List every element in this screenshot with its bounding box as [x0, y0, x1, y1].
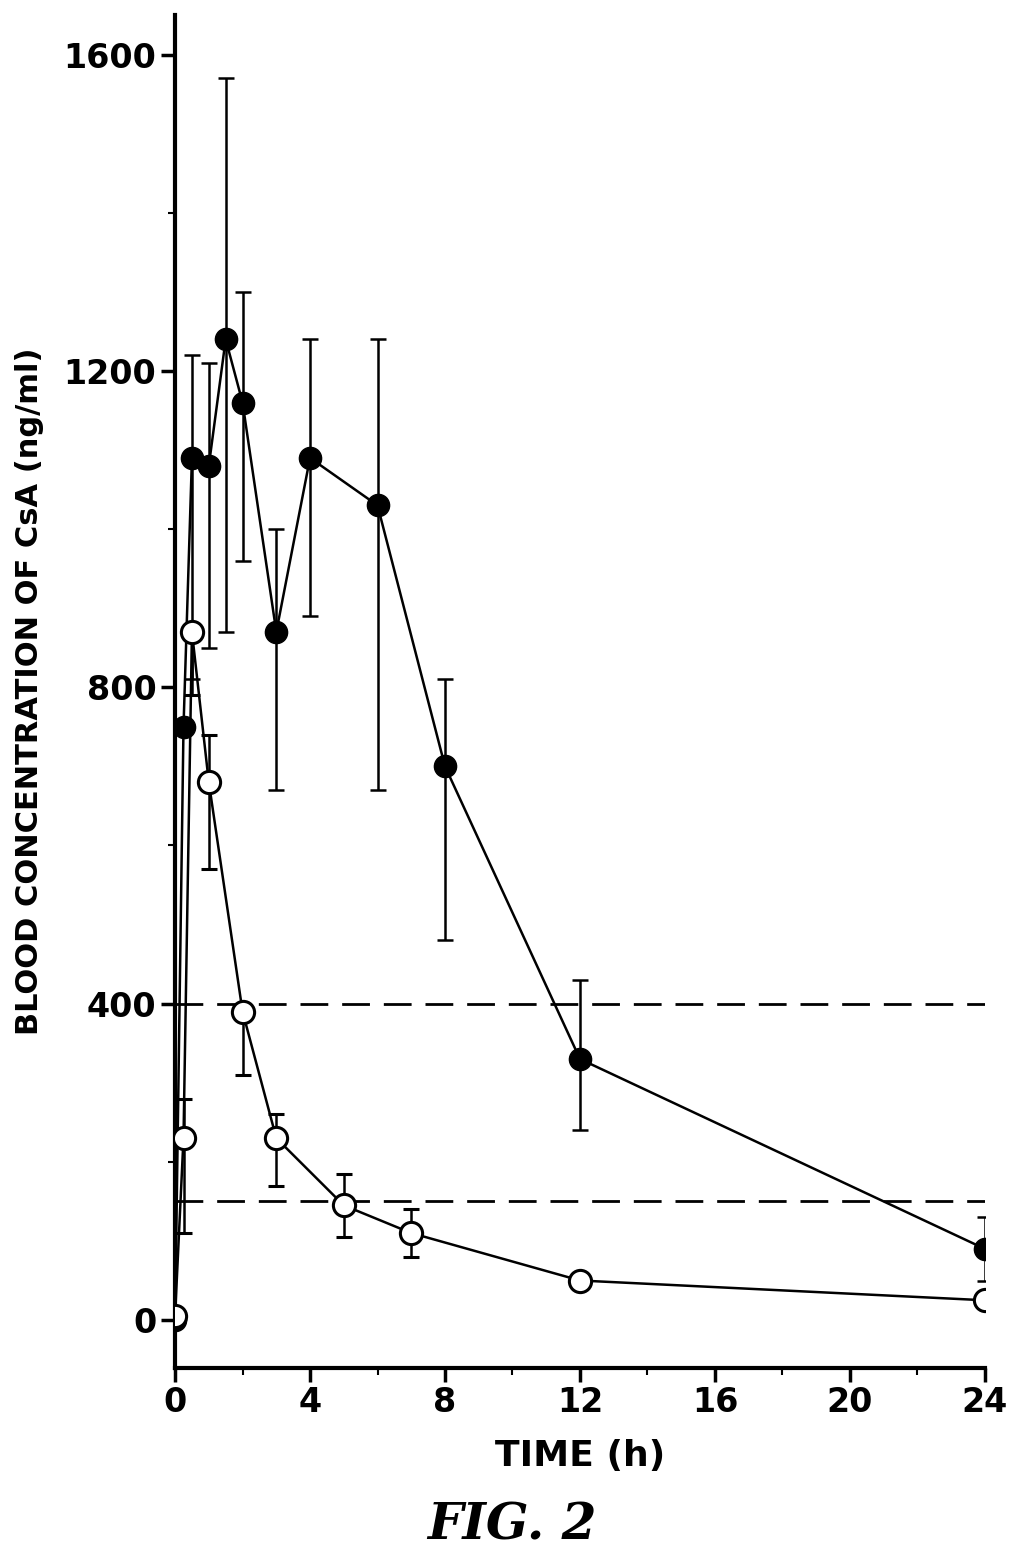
X-axis label: TIME (h): TIME (h) — [495, 1439, 665, 1472]
Y-axis label: BLOOD CONCENTRATION OF CsA (ng/ml): BLOOD CONCENTRATION OF CsA (ng/ml) — [15, 348, 44, 1035]
Text: FIG. 2: FIG. 2 — [427, 1502, 596, 1550]
